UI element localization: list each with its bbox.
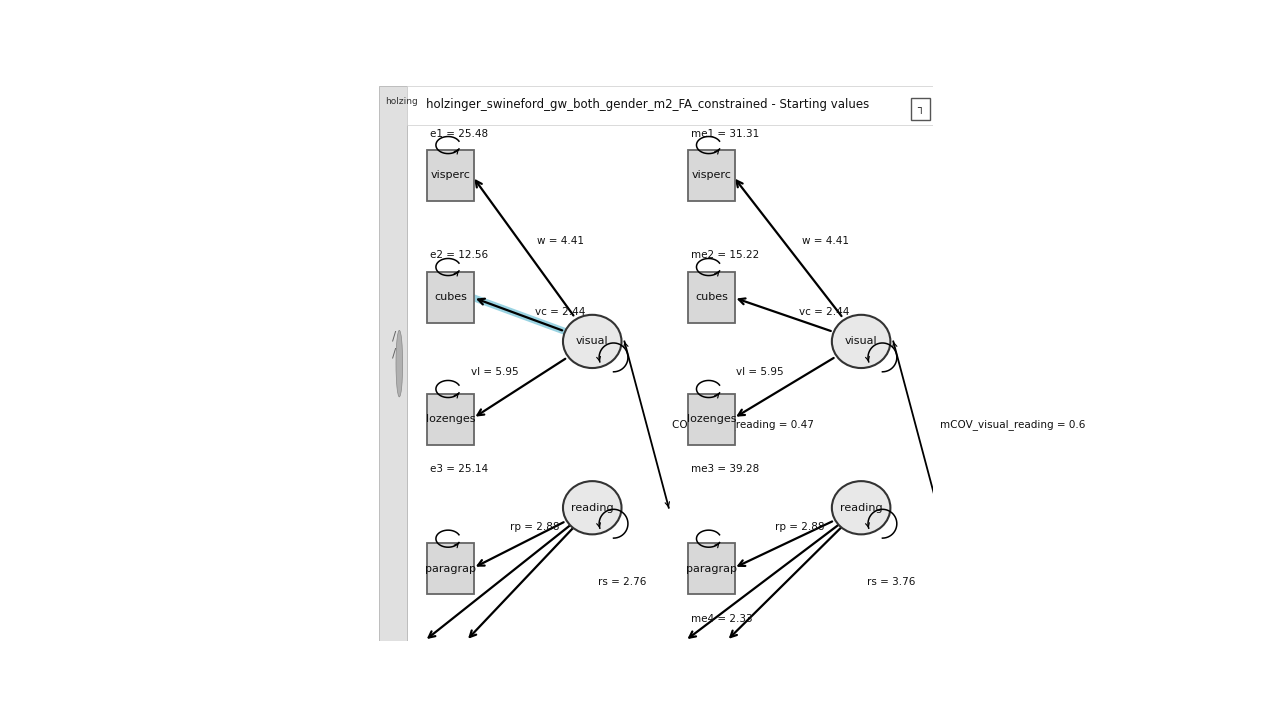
Text: vc = 2.44: vc = 2.44 bbox=[535, 307, 585, 317]
Text: e3 = 25.14: e3 = 25.14 bbox=[430, 464, 488, 474]
Text: reading: reading bbox=[840, 503, 882, 513]
FancyBboxPatch shape bbox=[428, 271, 475, 323]
Text: reading: reading bbox=[571, 503, 613, 513]
Text: /: / bbox=[392, 346, 396, 359]
FancyBboxPatch shape bbox=[911, 98, 929, 120]
Text: visual: visual bbox=[845, 336, 878, 346]
Text: /: / bbox=[392, 329, 396, 343]
Text: lozenges: lozenges bbox=[686, 414, 736, 424]
Text: cubes: cubes bbox=[695, 292, 728, 302]
FancyBboxPatch shape bbox=[407, 86, 933, 125]
Text: me3 = 39.28: me3 = 39.28 bbox=[691, 464, 759, 474]
Text: COV_visual_reading = 0.47: COV_visual_reading = 0.47 bbox=[672, 419, 813, 430]
FancyBboxPatch shape bbox=[379, 86, 407, 641]
Text: vl = 5.95: vl = 5.95 bbox=[471, 366, 518, 377]
Text: e1 = 25.48: e1 = 25.48 bbox=[430, 128, 488, 138]
Text: paragrap: paragrap bbox=[425, 564, 476, 574]
FancyBboxPatch shape bbox=[687, 271, 735, 323]
Ellipse shape bbox=[563, 315, 622, 368]
Ellipse shape bbox=[832, 315, 891, 368]
FancyBboxPatch shape bbox=[687, 150, 735, 201]
Text: w = 4.41: w = 4.41 bbox=[538, 236, 585, 246]
Text: visperc: visperc bbox=[691, 170, 731, 180]
Ellipse shape bbox=[396, 330, 403, 397]
Text: vl = 5.95: vl = 5.95 bbox=[736, 366, 783, 377]
FancyBboxPatch shape bbox=[687, 543, 735, 594]
Text: w = 4.41: w = 4.41 bbox=[803, 236, 849, 246]
Text: holzing: holzing bbox=[385, 97, 419, 107]
FancyBboxPatch shape bbox=[687, 394, 735, 444]
Text: mCOV_visual_reading = 0.6: mCOV_visual_reading = 0.6 bbox=[941, 419, 1085, 430]
Text: me4 = 2.33: me4 = 2.33 bbox=[691, 613, 753, 624]
Text: me2 = 15.22: me2 = 15.22 bbox=[691, 251, 759, 261]
Ellipse shape bbox=[832, 481, 891, 534]
Text: holzinger_swineford_gw_both_gender_m2_FA_constrained - Starting values: holzinger_swineford_gw_both_gender_m2_FA… bbox=[426, 98, 869, 111]
Text: e2 = 12.56: e2 = 12.56 bbox=[430, 251, 488, 261]
Text: visperc: visperc bbox=[431, 170, 471, 180]
FancyBboxPatch shape bbox=[428, 543, 475, 594]
Text: rs = 2.76: rs = 2.76 bbox=[598, 577, 646, 588]
Text: ┐: ┐ bbox=[916, 104, 924, 114]
Text: visual: visual bbox=[576, 336, 608, 346]
FancyBboxPatch shape bbox=[428, 394, 475, 444]
Text: me1 = 31.31: me1 = 31.31 bbox=[691, 128, 759, 138]
Text: rs = 3.76: rs = 3.76 bbox=[867, 577, 915, 588]
FancyBboxPatch shape bbox=[428, 150, 475, 201]
Text: paragrap: paragrap bbox=[686, 564, 737, 574]
Text: cubes: cubes bbox=[434, 292, 467, 302]
Text: vc = 2.44: vc = 2.44 bbox=[800, 307, 850, 317]
Text: rp = 2.88: rp = 2.88 bbox=[509, 522, 559, 532]
Ellipse shape bbox=[563, 481, 622, 534]
Text: lozenges: lozenges bbox=[426, 414, 476, 424]
Text: rp = 2.88: rp = 2.88 bbox=[774, 522, 824, 532]
